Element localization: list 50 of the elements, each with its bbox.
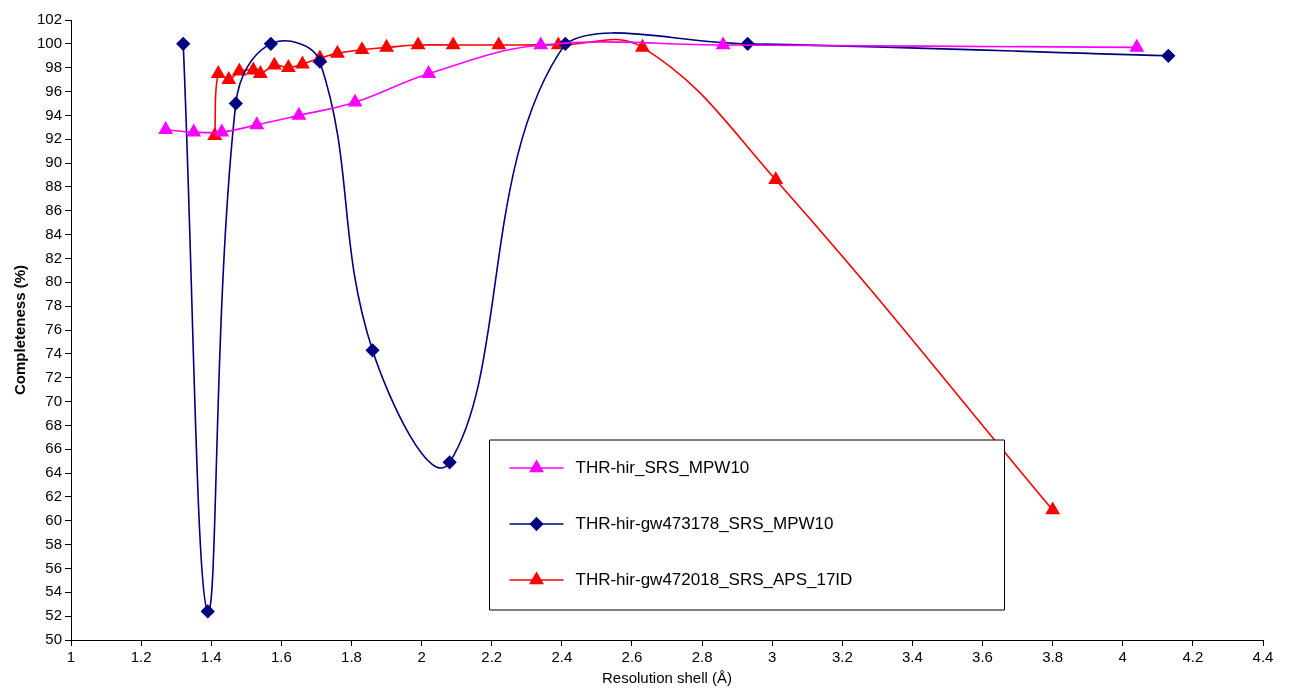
y-tick-label: 102 — [37, 10, 63, 28]
y-tick-label: 66 — [45, 439, 63, 457]
x-tick-label: 1.8 — [341, 648, 362, 666]
x-tick-label: 2.8 — [691, 648, 713, 666]
y-tick-label: 76 — [45, 320, 63, 338]
x-tick-label: 4 — [1118, 648, 1127, 666]
y-tick-label: 64 — [45, 463, 63, 481]
x-tick-label: 2.4 — [551, 648, 573, 666]
legend-label: THR-hir_SRS_MPW10 — [575, 457, 750, 477]
y-tick-label: 72 — [45, 367, 63, 385]
y-axis-title: Completeness (%) — [11, 264, 29, 396]
y-tick-label: 74 — [45, 343, 63, 361]
y-tick-label: 88 — [45, 177, 63, 195]
x-tick-label: 2.2 — [481, 648, 503, 666]
y-tick-label: 78 — [45, 296, 63, 314]
y-tick-label: 54 — [45, 582, 63, 600]
y-tick-label: 52 — [45, 606, 63, 624]
x-tick-label: 3.6 — [972, 648, 993, 666]
x-tick-label: 3.8 — [1042, 648, 1064, 666]
y-tick-label: 62 — [45, 487, 63, 505]
y-tick-label: 56 — [45, 558, 63, 576]
y-tick-label: 70 — [45, 391, 63, 409]
x-tick-label: 3 — [768, 648, 777, 666]
y-tick-label: 94 — [45, 105, 63, 123]
x-tick-label: 1 — [66, 648, 76, 666]
y-tick-label: 92 — [45, 129, 63, 147]
x-tick-label: 4.2 — [1182, 648, 1204, 666]
y-tick-label: 50 — [45, 630, 63, 648]
y-tick-label: 98 — [45, 57, 63, 75]
y-tick-label: 80 — [45, 272, 63, 290]
y-tick-label: 82 — [45, 248, 63, 266]
x-tick-label: 3.4 — [901, 648, 923, 666]
y-tick-label: 96 — [45, 81, 63, 99]
x-tick-label: 2.6 — [621, 648, 643, 666]
legend-label: THR-hir-gw473178_SRS_MPW10 — [575, 513, 834, 533]
y-tick-label: 58 — [45, 534, 63, 552]
x-tick-label: 2 — [417, 648, 426, 666]
x-tick-label: 3.2 — [831, 648, 853, 666]
y-tick-label: 86 — [45, 200, 63, 218]
x-tick-label: 1.4 — [200, 648, 222, 666]
x-tick-label: 1.2 — [130, 648, 152, 666]
y-tick-label: 68 — [45, 415, 63, 433]
x-tick-label: 4.4 — [1252, 648, 1274, 666]
y-tick-label: 100 — [37, 33, 63, 51]
y-tick-label: 90 — [45, 153, 63, 171]
x-axis-title: Resolution shell (Å) — [601, 669, 733, 687]
legend-label: THR-hir-gw472018_SRS_APS_17ID — [575, 569, 853, 589]
y-tick-label: 84 — [45, 224, 63, 242]
x-tick-label: 1.6 — [270, 648, 292, 666]
y-tick-label: 60 — [45, 510, 63, 528]
